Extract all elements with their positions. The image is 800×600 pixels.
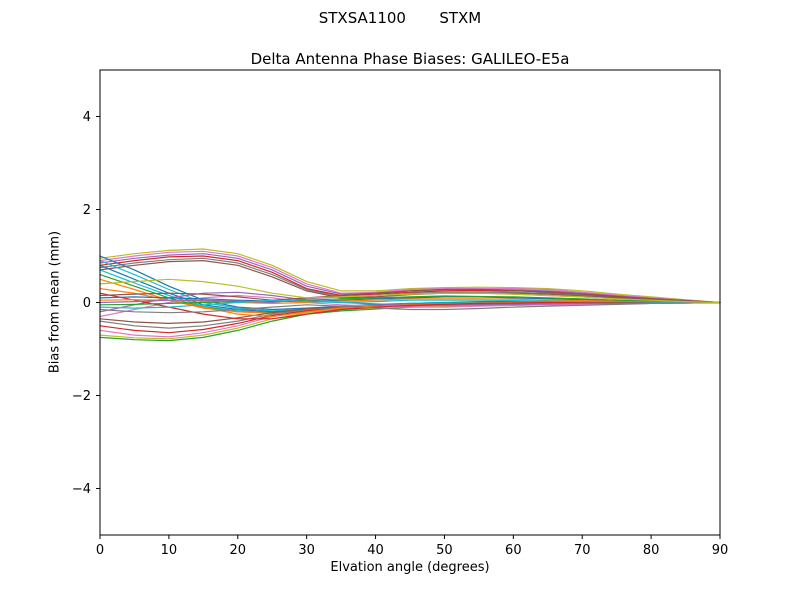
series-line: [99, 301, 721, 342]
y-axis-label: Bias from mean (mm): [47, 230, 63, 374]
y-tick-label: −4: [72, 482, 91, 497]
y-tick-label: −2: [72, 389, 91, 404]
x-tick-label: 80: [643, 543, 660, 558]
x-tick-label: 10: [161, 543, 178, 558]
x-axis-label: Elvation angle (degrees): [330, 560, 490, 575]
y-tick-label: 2: [83, 203, 91, 218]
series-line: [99, 278, 721, 304]
series-line: [99, 292, 721, 320]
series-line: [99, 295, 721, 306]
series-line: [99, 250, 721, 304]
y-tick-label: 4: [83, 110, 91, 125]
x-tick-label: 40: [367, 543, 384, 558]
x-tick-label: 70: [574, 543, 591, 558]
figure-suptitle: STXSA1100 STXM: [318, 9, 482, 27]
series-line: [99, 288, 721, 304]
series-line: [99, 248, 721, 304]
chart-title: Delta Antenna Phase Biases: GALILEO-E5a: [250, 50, 570, 68]
x-tick-label: 20: [230, 543, 247, 558]
x-tick-label: 60: [505, 543, 522, 558]
series-line: [99, 299, 721, 309]
series-line: [99, 301, 721, 314]
x-tick-label: 30: [298, 543, 315, 558]
y-tick-label: 0: [83, 296, 91, 311]
x-tick-label: 90: [712, 543, 729, 558]
x-tick-label: 50: [436, 543, 453, 558]
x-tick-label: 0: [96, 543, 104, 558]
